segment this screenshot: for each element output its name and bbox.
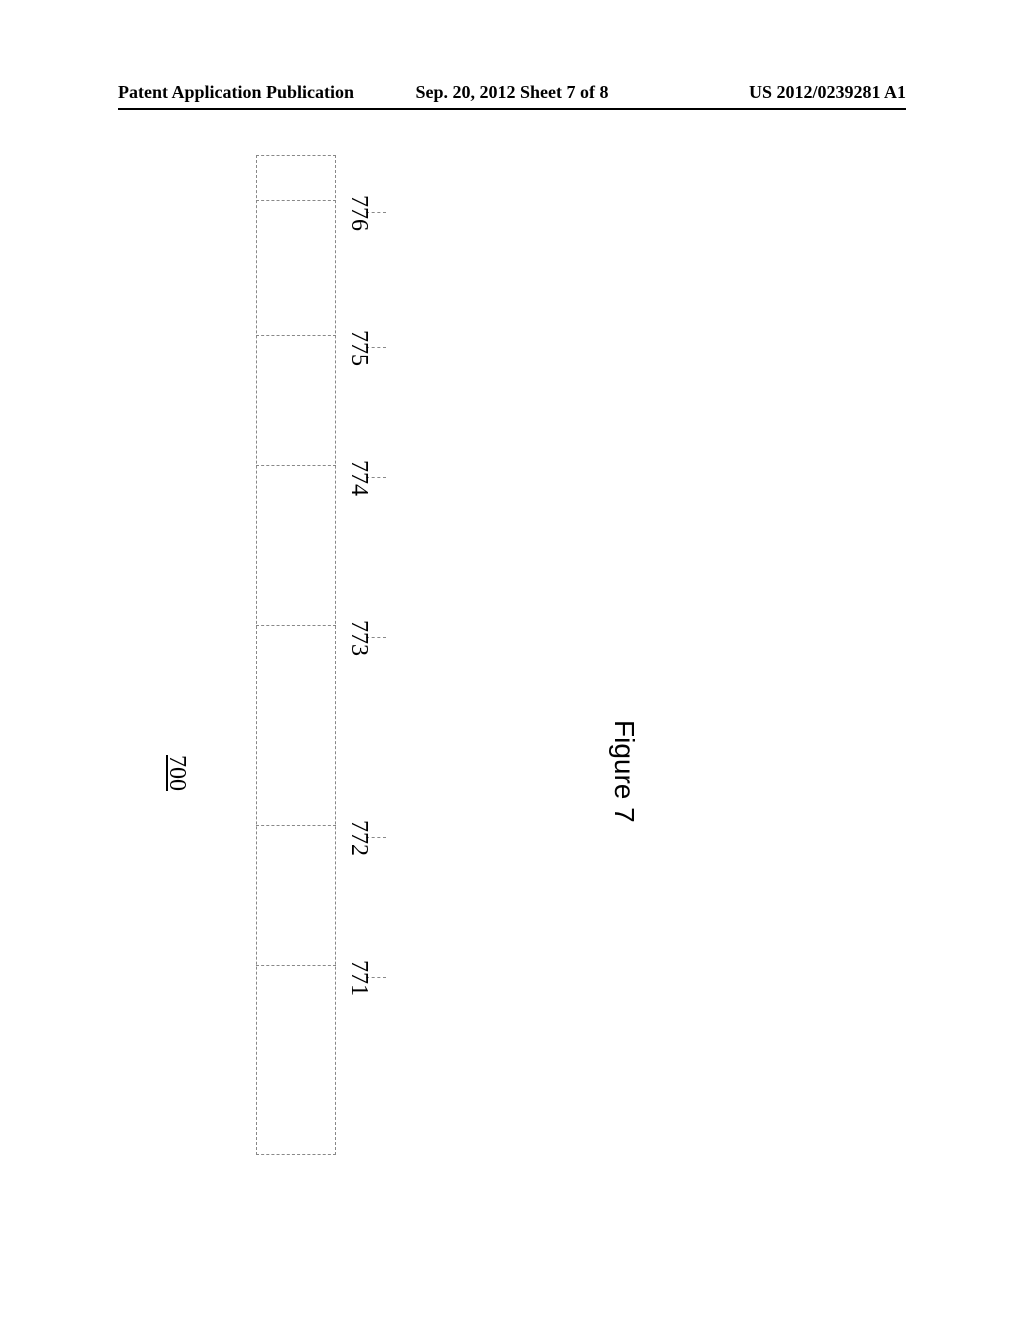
tick-line bbox=[256, 200, 336, 201]
header-center: Sep. 20, 2012 Sheet 7 of 8 bbox=[381, 82, 644, 103]
header-right: US 2012/0239281 A1 bbox=[643, 82, 906, 103]
tick-line bbox=[256, 825, 336, 826]
tick-label: 775 bbox=[345, 330, 372, 366]
tick-line bbox=[256, 465, 336, 466]
figure-label: Figure 7 bbox=[608, 720, 640, 823]
tick-line bbox=[256, 335, 336, 336]
tick-label: 772 bbox=[345, 820, 372, 856]
tick-label: 774 bbox=[345, 460, 372, 496]
reference-number-700: 700 bbox=[163, 755, 190, 791]
header-divider bbox=[118, 108, 906, 110]
header-left: Patent Application Publication bbox=[118, 82, 381, 103]
main-diagram-box bbox=[256, 155, 336, 1155]
tick-label: 776 bbox=[345, 195, 372, 231]
tick-line bbox=[256, 625, 336, 626]
figure-container: 776775774773772771 bbox=[226, 155, 366, 1155]
patent-header: Patent Application Publication Sep. 20, … bbox=[0, 82, 1024, 103]
tick-label: 773 bbox=[345, 620, 372, 656]
tick-label: 771 bbox=[345, 960, 372, 996]
tick-line bbox=[256, 965, 336, 966]
